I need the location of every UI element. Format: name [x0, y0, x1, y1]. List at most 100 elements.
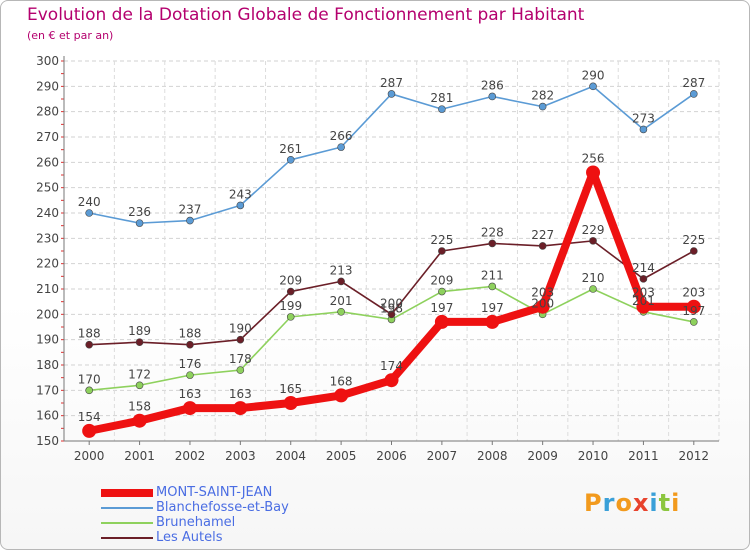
- chart-title: Evolution de la Dotation Globale de Fonc…: [27, 5, 585, 25]
- y-tick-label: 170: [36, 383, 59, 397]
- data-label: 200: [531, 296, 554, 310]
- data-point: [337, 143, 345, 151]
- data-label: 203: [531, 286, 554, 300]
- data-label: 203: [632, 286, 655, 300]
- data-label: 190: [229, 322, 252, 336]
- data-point: [182, 401, 197, 416]
- data-label: 209: [279, 274, 302, 288]
- data-point: [236, 335, 245, 344]
- y-tick-label: 260: [36, 155, 59, 169]
- data-label: 197: [682, 304, 705, 318]
- legend-label: MONT-SAINT-JEAN: [156, 485, 273, 500]
- chart-subtitle: (en € et par an): [27, 29, 114, 42]
- logo-letter: i: [671, 489, 681, 517]
- data-label: 199: [279, 299, 302, 313]
- data-label: 168: [330, 374, 353, 388]
- legend-swatch: [101, 506, 153, 509]
- x-tick-label: 2003: [225, 449, 256, 463]
- data-point: [636, 299, 651, 314]
- data-label: 237: [179, 203, 202, 217]
- data-label: 170: [78, 372, 101, 386]
- data-label: 201: [330, 294, 353, 308]
- y-tick-label: 200: [36, 307, 59, 321]
- y-tick-label: 290: [36, 79, 59, 93]
- data-label: 261: [279, 142, 302, 156]
- data-point: [337, 277, 345, 286]
- x-tick-label: 2000: [74, 449, 105, 463]
- legend-item: MONT-SAINT-JEAN: [101, 485, 421, 500]
- data-label: 158: [128, 400, 151, 414]
- data-label: 287: [682, 76, 705, 90]
- data-label: 203: [682, 286, 705, 300]
- data-label: 188: [78, 327, 101, 341]
- data-label: 266: [330, 129, 353, 143]
- data-point: [438, 287, 446, 296]
- x-tick-label: 2005: [326, 449, 357, 463]
- y-tick-label: 220: [36, 257, 59, 271]
- data-point: [135, 219, 144, 227]
- data-label: 282: [531, 89, 554, 103]
- data-point: [438, 247, 446, 255]
- data-label: 189: [128, 324, 151, 338]
- legend-item: Les Autels: [101, 530, 421, 545]
- legend-label: Blanchefosse-et-Bay: [156, 500, 289, 515]
- x-tick-label: 2001: [124, 449, 155, 463]
- y-tick-label: 210: [36, 282, 59, 296]
- data-point: [85, 386, 93, 395]
- data-point: [85, 340, 93, 349]
- data-label: 243: [229, 187, 252, 201]
- legend-swatch: [101, 536, 153, 539]
- data-point: [334, 388, 349, 403]
- data-label: 176: [179, 357, 202, 371]
- logo-letter: i: [649, 489, 659, 517]
- data-label: 273: [632, 111, 655, 125]
- data-label: 200: [380, 296, 403, 310]
- y-tick-label: 240: [36, 206, 59, 220]
- data-point: [538, 242, 547, 250]
- data-label: 210: [582, 271, 605, 285]
- data-label: 188: [179, 327, 202, 341]
- data-label: 225: [682, 233, 705, 247]
- x-tick-label: 2006: [376, 449, 407, 463]
- data-label: 174: [380, 359, 403, 373]
- x-tick-label: 2009: [527, 449, 558, 463]
- data-point: [690, 90, 698, 98]
- data-label: 197: [430, 301, 453, 315]
- data-label: 240: [78, 195, 101, 209]
- data-point: [387, 90, 396, 98]
- data-label: 213: [330, 263, 353, 277]
- data-label: 290: [582, 68, 605, 82]
- x-tick-label: 2011: [628, 449, 659, 463]
- data-point: [686, 299, 701, 314]
- data-point: [236, 201, 245, 210]
- x-tick-label: 2002: [175, 449, 206, 463]
- y-tick-label: 300: [36, 54, 59, 68]
- data-point: [387, 310, 396, 319]
- legend: MONT-SAINT-JEAN Blanchefosse-et-Bay Bruneh…: [101, 485, 421, 545]
- data-label: 165: [279, 382, 302, 396]
- data-point: [283, 396, 298, 410]
- data-point: [135, 381, 144, 390]
- data-point: [82, 423, 97, 438]
- x-tick-label: 2004: [275, 449, 306, 463]
- logo-letter: o: [615, 489, 633, 517]
- data-label: 172: [128, 367, 151, 381]
- data-point: [337, 307, 345, 316]
- legend-swatch: [101, 521, 153, 524]
- data-point: [488, 239, 497, 248]
- plot-area: 150 160 170 180 190 200 210 220 230 240 250 260 270 2…: [36, 54, 720, 463]
- data-point: [488, 282, 497, 291]
- data-point: [286, 156, 295, 164]
- data-point: [586, 165, 601, 180]
- data-point: [589, 237, 597, 245]
- data-label: 154: [78, 410, 101, 424]
- data-point: [85, 209, 93, 217]
- y-tick-label: 280: [36, 105, 59, 119]
- data-point: [690, 247, 698, 255]
- logo-letter: P: [584, 489, 603, 517]
- logo-letter: t: [658, 489, 672, 517]
- data-point: [690, 318, 698, 326]
- legend-item: Blanchefosse-et-Bay: [101, 500, 421, 515]
- legend-label: Les Autels: [156, 530, 223, 545]
- x-tick-label: 2010: [578, 449, 609, 463]
